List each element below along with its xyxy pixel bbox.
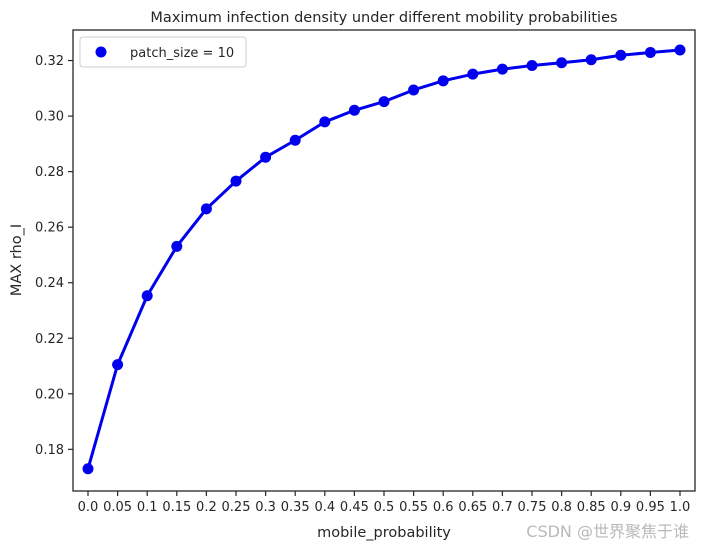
x-axis-label: mobile_probability	[317, 525, 451, 541]
watermark: CSDN @世界聚焦于谁	[526, 522, 689, 541]
data-point	[467, 68, 479, 80]
data-point	[556, 57, 568, 69]
y-tick-label: 0.22	[35, 332, 64, 347]
x-tick-label: 0.55	[399, 500, 428, 515]
data-point	[526, 60, 538, 72]
data-point	[408, 84, 420, 96]
data-point	[378, 96, 390, 108]
x-tick-label: 0.35	[281, 500, 310, 515]
data-point	[171, 240, 183, 252]
y-tick-label: 0.32	[35, 54, 64, 69]
x-tick-label: 0.65	[458, 500, 487, 515]
data-point	[437, 75, 449, 87]
legend: patch_size = 10	[79, 36, 247, 68]
x-tick-label: 1.0	[670, 500, 691, 515]
data-point	[644, 46, 656, 58]
y-tick-label: 0.28	[35, 165, 64, 180]
data-point	[289, 134, 301, 146]
data-point	[260, 151, 272, 163]
x-tick-label: 0.15	[162, 500, 191, 515]
x-tick-label: 0.0	[78, 500, 99, 515]
x-tick-label: 0.3	[255, 500, 276, 515]
x-tick-label: 0.95	[636, 500, 665, 515]
data-point	[319, 116, 331, 128]
y-tick-label: 0.30	[35, 110, 64, 125]
data-point	[585, 54, 597, 66]
y-tick-label: 0.26	[35, 221, 64, 236]
data-point	[200, 203, 212, 215]
x-tick-label: 0.4	[314, 500, 335, 515]
x-axis: 0.0 0.05 0.1 0.15 0.2 0.25 0.3 0.35 0.4 0.45 0.5 0.…	[78, 491, 691, 515]
series-line	[86, 48, 681, 470]
x-tick-label: 0.5	[374, 500, 395, 515]
legend-marker	[95, 46, 107, 58]
x-tick-label: 0.2	[196, 500, 217, 515]
chart-title: Maximum infection density under differen…	[150, 10, 617, 26]
data-point	[496, 63, 508, 75]
y-axis: 0.18 0.20 0.22 0.24 0.26 0.28 0.30 0.32	[35, 54, 73, 458]
x-tick-label: 0.05	[103, 500, 132, 515]
x-tick-label: 0.6	[433, 500, 454, 515]
y-tick-label: 0.20	[35, 387, 64, 402]
data-point	[141, 290, 153, 302]
data-point	[82, 463, 94, 475]
x-tick-label: 0.85	[577, 500, 606, 515]
y-tick-label: 0.18	[35, 443, 64, 458]
x-tick-label: 0.1	[137, 500, 158, 515]
data-point	[348, 104, 360, 116]
y-axis-label: MAX rho_I	[9, 224, 25, 296]
series-points	[82, 44, 686, 475]
x-tick-label: 0.9	[610, 500, 631, 515]
legend-label: patch_size = 10	[130, 46, 234, 61]
y-tick-label: 0.24	[35, 276, 64, 291]
x-tick-label: 0.45	[340, 500, 369, 515]
data-point	[615, 49, 627, 61]
data-point	[230, 175, 242, 187]
x-tick-label: 0.8	[551, 500, 572, 515]
x-tick-label: 0.7	[492, 500, 513, 515]
x-tick-label: 0.25	[222, 500, 251, 515]
x-tick-label: 0.75	[518, 500, 547, 515]
legend-box	[79, 36, 247, 68]
data-point	[112, 359, 124, 371]
data-point	[674, 44, 686, 56]
